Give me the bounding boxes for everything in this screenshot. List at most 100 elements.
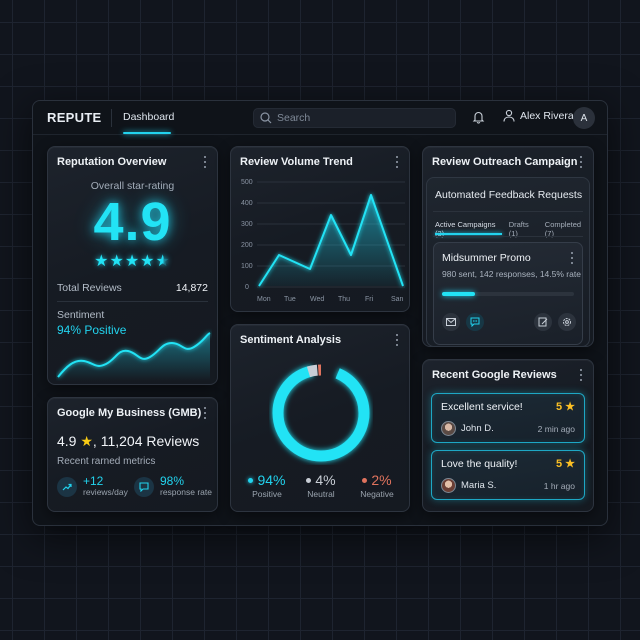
review-volume-card: Review Volume Trend 500 400 300 200 100 0 Mon… bbox=[230, 146, 410, 312]
search-box[interactable] bbox=[253, 108, 456, 128]
search-icon bbox=[260, 112, 272, 124]
card-title: Recent Google Reviews bbox=[432, 369, 557, 381]
star-icon: ★ bbox=[565, 401, 575, 413]
rating-caption: Overall star-rating bbox=[90, 180, 175, 192]
campaign-tabs: Active Campaigns (3) Drafts (1) Complete… bbox=[435, 220, 589, 238]
review-item[interactable]: Love the quality! 5 ★ Maria S. 1 hr ago bbox=[431, 450, 585, 500]
svg-text:500: 500 bbox=[241, 179, 253, 186]
svg-text:200: 200 bbox=[241, 242, 253, 249]
svg-text:100: 100 bbox=[241, 263, 253, 270]
tab-drafts[interactable]: Drafts (1) bbox=[508, 220, 529, 238]
sentiment-analysis-card: Sentiment Analysis 94% Positive 4% Neutr… bbox=[230, 324, 410, 512]
legend-label: Positive bbox=[252, 489, 282, 499]
bell-icon[interactable] bbox=[472, 110, 485, 124]
search-input[interactable] bbox=[277, 112, 437, 124]
reviewer-name: John D. bbox=[461, 423, 494, 434]
feedback-requests-panel: Automated Feedback Requests Active Campa… bbox=[426, 177, 590, 347]
sentiment-sparkline bbox=[57, 332, 211, 381]
gear-icon bbox=[563, 318, 571, 326]
svg-text:Wed: Wed bbox=[310, 296, 324, 303]
legend-pct: 2% bbox=[371, 472, 392, 488]
card-title: Reputation Overview bbox=[57, 156, 167, 168]
legend-neutral: 4% Neutral bbox=[295, 472, 347, 499]
more-options-icon[interactable] bbox=[394, 334, 400, 346]
email-button[interactable] bbox=[442, 313, 460, 331]
review-time: 1 hr ago bbox=[543, 481, 575, 491]
gmb-reviews: , 11,204 Reviews bbox=[92, 433, 200, 449]
metric-response-rate: 98% response rate bbox=[134, 475, 212, 498]
svg-text:300: 300 bbox=[241, 221, 253, 228]
review-rating: 5 ★ bbox=[555, 458, 575, 470]
card-title: Review Outreach Campaign bbox=[432, 156, 578, 168]
reviewer-name: Maria S. bbox=[461, 480, 497, 491]
trend-up-icon bbox=[57, 476, 77, 497]
mail-icon bbox=[446, 318, 456, 326]
negative-dot-icon bbox=[362, 477, 368, 483]
review-text: Love the quality! bbox=[441, 458, 518, 470]
total-reviews-label: Total Reviews bbox=[57, 282, 122, 294]
app-window: REPUTE Dashboard Alex Rivera A Reputatio… bbox=[32, 100, 608, 526]
reputation-overview-card: Reputation Overview Overall star-rating … bbox=[47, 146, 218, 385]
user-name: Alex Rivera bbox=[520, 109, 574, 122]
metric-reviews-per-day: +12 reviews/day bbox=[57, 475, 128, 498]
metric-value: +12 bbox=[83, 474, 104, 488]
brand-logo: REPUTE bbox=[47, 110, 102, 125]
svg-text:Thu: Thu bbox=[338, 296, 350, 303]
divider bbox=[433, 236, 583, 237]
review-volume-chart: 500 400 300 200 100 0 Mon Tue Wed Thu Fri San bbox=[241, 179, 405, 303]
legend-positive: 94% Positive bbox=[241, 472, 293, 499]
more-options-icon[interactable] bbox=[578, 369, 584, 381]
gmb-rating: 4.9 bbox=[57, 433, 77, 449]
svg-text:Fri: Fri bbox=[365, 296, 374, 303]
gmb-card: Google My Business (GMB) 4.9 ★, 11,204 R… bbox=[47, 397, 218, 512]
campaign-card[interactable]: Midsummer Promo 980 sent, 142 responses,… bbox=[433, 242, 583, 345]
campaign-stats: 980 sent, 142 responses, 14.5% rate bbox=[442, 269, 581, 279]
legend-pct: 94% bbox=[257, 472, 286, 488]
tab-completed[interactable]: Completed (7) bbox=[544, 220, 582, 238]
sms-button[interactable] bbox=[466, 313, 484, 331]
metric-caption: reviews/day bbox=[83, 487, 128, 497]
card-title: Review Volume Trend bbox=[240, 156, 353, 168]
more-options-icon[interactable] bbox=[202, 407, 208, 419]
tab-dashboard[interactable]: Dashboard bbox=[123, 111, 175, 123]
svg-text:400: 400 bbox=[241, 200, 253, 207]
more-options-icon[interactable] bbox=[394, 156, 400, 168]
review-item[interactable]: Excellent service! 5 ★ John D. 2 min ago bbox=[431, 393, 585, 443]
top-bar: REPUTE Dashboard Alex Rivera A bbox=[33, 101, 607, 135]
reviewer-avatar bbox=[441, 421, 456, 436]
panel-title: Automated Feedback Requests bbox=[435, 189, 583, 201]
svg-text:0: 0 bbox=[245, 284, 249, 291]
sentiment-label: Sentiment bbox=[57, 309, 105, 321]
star-icon: ★ bbox=[80, 433, 93, 449]
edit-button[interactable] bbox=[534, 313, 552, 331]
divider bbox=[433, 211, 583, 212]
legend-label: Neutral bbox=[307, 489, 335, 499]
metric-caption: response rate bbox=[160, 487, 212, 497]
more-options-icon[interactable] bbox=[202, 156, 208, 168]
user-icon bbox=[503, 109, 515, 122]
review-time: 2 min ago bbox=[537, 424, 575, 434]
card-title: Google My Business (GMB) bbox=[57, 407, 202, 419]
user-menu[interactable]: Alex Rivera bbox=[503, 109, 574, 122]
card-title: Sentiment Analysis bbox=[240, 334, 342, 346]
review-rating: 5 ★ bbox=[555, 401, 575, 413]
message-icon bbox=[134, 476, 154, 497]
overall-rating: 4.9 bbox=[93, 192, 172, 252]
sentiment-value: 94% Positive bbox=[57, 323, 127, 337]
positive-dot-icon bbox=[248, 477, 254, 483]
campaign-progress-bar bbox=[442, 292, 574, 296]
legend-pct: 4% bbox=[315, 472, 336, 488]
svg-text:Mon: Mon bbox=[257, 296, 271, 303]
gmb-summary: 4.9 ★, 11,204 Reviews bbox=[57, 433, 199, 450]
recent-reviews-card: Recent Google Reviews Excellent service!… bbox=[422, 359, 594, 512]
review-outreach-card: Review Outreach Campaign Automated Feedb… bbox=[422, 146, 594, 347]
avatar[interactable]: A bbox=[573, 107, 595, 129]
more-options-icon[interactable] bbox=[569, 252, 575, 264]
active-tab-indicator bbox=[123, 132, 171, 134]
tab-active-campaigns[interactable]: Active Campaigns (3) bbox=[435, 220, 502, 238]
settings-button[interactable] bbox=[558, 313, 576, 331]
more-options-icon[interactable] bbox=[578, 156, 584, 168]
reviewer-avatar bbox=[441, 478, 456, 493]
total-reviews-row: Total Reviews 14,872 bbox=[57, 282, 208, 302]
chat-icon bbox=[470, 317, 480, 327]
